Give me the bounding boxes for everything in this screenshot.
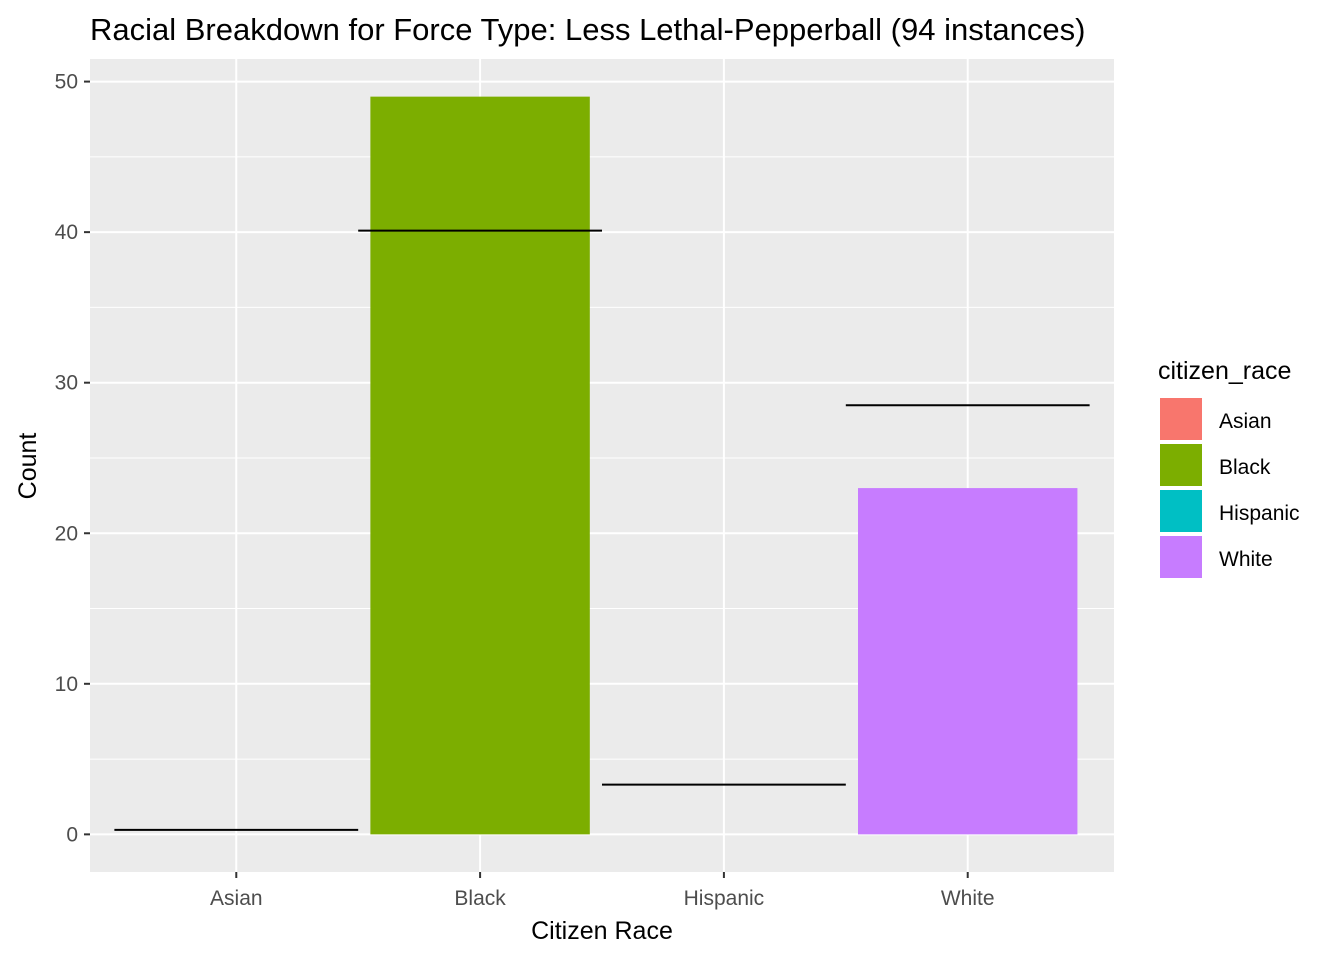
y-tick-label: 30 <box>55 372 78 395</box>
reference-lines <box>114 229 1090 831</box>
legend-key-hispanic <box>1160 490 1202 532</box>
x-tick-label: Hispanic <box>684 887 765 910</box>
y-tick-label: 10 <box>55 673 78 696</box>
x-axis: Asian Black Hispanic White <box>210 872 995 910</box>
legend-key-white <box>1160 536 1202 578</box>
legend-label-hispanic: Hispanic <box>1219 502 1300 525</box>
legend-label-asian: Asian <box>1219 410 1272 433</box>
x-tick-label: Black <box>454 887 506 910</box>
x-tick-label: White <box>941 887 995 910</box>
bar-black <box>370 96 590 835</box>
y-tick-label: 20 <box>55 522 78 545</box>
x-tick-label: Asian <box>210 887 263 910</box>
chart-title: Racial Breakdown for Force Type: Less Le… <box>90 12 1085 47</box>
legend-key-asian <box>1160 398 1202 440</box>
y-axis-title: Count <box>14 433 42 500</box>
legend: citizen_race Asian Black Hispanic White <box>1158 357 1300 578</box>
y-tick-label: 50 <box>55 71 78 94</box>
legend-label-white: White <box>1219 548 1273 571</box>
legend-key-black <box>1160 444 1202 486</box>
y-axis: 0 10 20 30 40 50 <box>55 71 90 846</box>
bars <box>370 96 1078 835</box>
legend-title: citizen_race <box>1158 357 1291 385</box>
y-tick-label: 40 <box>55 221 78 244</box>
x-axis-title: Citizen Race <box>531 917 673 945</box>
bar-white <box>858 488 1078 835</box>
legend-items: Asian Black Hispanic White <box>1160 398 1300 578</box>
y-tick-label: 0 <box>66 823 78 846</box>
legend-label-black: Black <box>1219 456 1271 479</box>
